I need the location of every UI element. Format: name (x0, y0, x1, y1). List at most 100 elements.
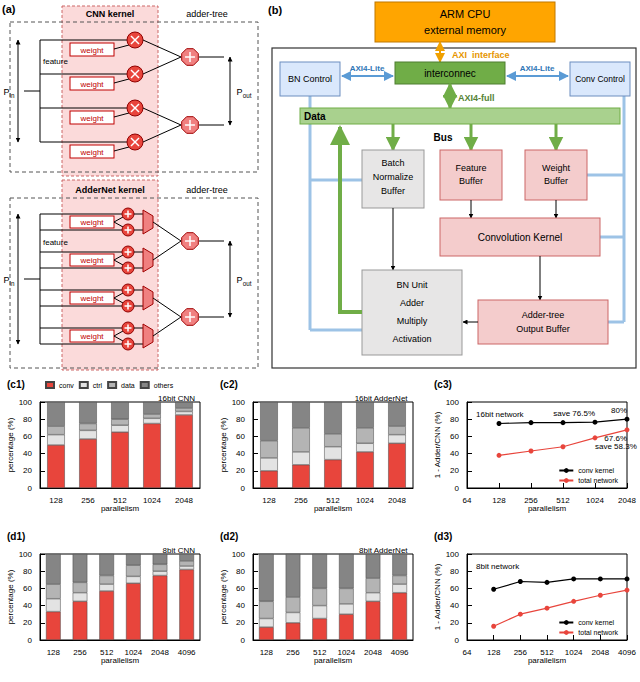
svg-text:0: 0 (241, 484, 246, 493)
svg-text:interconnec: interconnec (424, 68, 476, 79)
svg-text:Pin: Pin (4, 275, 15, 287)
svg-text:feature: feature (43, 57, 68, 66)
svg-text:Normalize: Normalize (373, 172, 414, 182)
svg-text:100: 100 (232, 550, 246, 559)
svg-text:1024: 1024 (356, 496, 374, 505)
svg-text:Adder: Adder (400, 298, 424, 308)
svg-text:80: 80 (236, 567, 245, 576)
svg-text:conv: conv (59, 382, 74, 389)
svg-text:1024: 1024 (565, 648, 583, 657)
svg-text:20: 20 (23, 618, 32, 627)
svg-text:weight: weight (79, 80, 104, 89)
svg-text:total network: total network (578, 629, 618, 636)
svg-text:4096: 4096 (618, 648, 636, 657)
svg-text:64: 64 (463, 496, 472, 505)
svg-text:20: 20 (450, 618, 459, 627)
svg-text:Bus: Bus (434, 132, 453, 143)
svg-text:1024: 1024 (586, 496, 604, 505)
svg-text:Pin: Pin (4, 87, 15, 99)
svg-text:1024: 1024 (337, 648, 355, 657)
svg-text:40: 40 (450, 449, 459, 458)
svg-text:Adder-tree: Adder-tree (522, 310, 565, 320)
svg-text:(c3): (c3) (434, 379, 452, 390)
svg-text:Conv Control: Conv Control (575, 74, 625, 84)
svg-text:20: 20 (236, 466, 245, 475)
svg-text:(b): (b) (268, 4, 282, 16)
svg-text:weight: weight (79, 332, 104, 341)
svg-text:(c2): (c2) (220, 379, 238, 390)
svg-text:Pout: Pout (237, 275, 252, 287)
svg-text:AXI4-Lite: AXI4-Lite (520, 64, 555, 73)
svg-text:40: 40 (23, 601, 32, 610)
svg-text:BN Unit: BN Unit (396, 280, 428, 290)
svg-text:0: 0 (28, 484, 33, 493)
svg-text:2048: 2048 (364, 648, 382, 657)
svg-text:128: 128 (47, 648, 61, 657)
svg-text:100: 100 (232, 398, 246, 407)
svg-text:256: 256 (294, 496, 308, 505)
svg-text:256: 256 (514, 648, 528, 657)
svg-text:16bit network: 16bit network (476, 410, 525, 419)
svg-text:60: 60 (236, 432, 245, 441)
svg-text:512: 512 (540, 648, 554, 657)
svg-text:Output Buffer: Output Buffer (516, 324, 569, 334)
svg-text:adder-tree: adder-tree (186, 185, 228, 195)
svg-text:128: 128 (487, 648, 501, 657)
svg-text:20: 20 (236, 618, 245, 627)
svg-text:CNN kernel: CNN kernel (86, 9, 135, 19)
svg-text:Convolution Kernel: Convolution Kernel (478, 232, 563, 243)
svg-text:40: 40 (236, 449, 245, 458)
svg-text:60: 60 (23, 584, 32, 593)
svg-text:weight: weight (79, 46, 104, 55)
svg-text:60: 60 (450, 432, 459, 441)
svg-text:weight: weight (79, 294, 104, 303)
svg-text:1 - Adder/CNN (%): 1 - Adder/CNN (%) (433, 563, 442, 630)
svg-text:67.6%: 67.6% (604, 434, 627, 443)
svg-text:adder-tree: adder-tree (186, 9, 228, 19)
svg-text:512: 512 (556, 496, 570, 505)
svg-text:parallelism: parallelism (528, 504, 567, 513)
svg-text:percentage (%): percentage (%) (6, 569, 15, 624)
svg-text:256: 256 (81, 496, 95, 505)
svg-text:0: 0 (241, 636, 246, 645)
svg-text:1 - Adder/CNN (%): 1 - Adder/CNN (%) (433, 411, 442, 478)
svg-text:128: 128 (49, 496, 63, 505)
svg-text:256: 256 (286, 648, 300, 657)
svg-text:save 76.5%: save 76.5% (553, 409, 595, 418)
svg-text:128: 128 (260, 648, 274, 657)
svg-text:interface: interface (472, 50, 510, 60)
svg-text:percentage (%): percentage (%) (219, 417, 228, 472)
svg-text:256: 256 (73, 648, 87, 657)
svg-text:parallelism: parallelism (314, 504, 353, 513)
svg-text:256: 256 (524, 496, 538, 505)
svg-text:512: 512 (313, 648, 327, 657)
svg-text:parallelism: parallelism (101, 656, 140, 665)
svg-text:512: 512 (100, 648, 114, 657)
svg-text:feature: feature (43, 238, 68, 247)
svg-text:data: data (121, 382, 135, 389)
svg-text:4096: 4096 (391, 648, 409, 657)
svg-text:(c1): (c1) (7, 379, 25, 390)
svg-text:parallelism: parallelism (101, 504, 140, 513)
svg-text:60: 60 (236, 584, 245, 593)
svg-text:80: 80 (23, 567, 32, 576)
svg-text:1024: 1024 (143, 496, 161, 505)
svg-text:AXI: AXI (452, 50, 467, 60)
svg-text:4096: 4096 (178, 648, 196, 657)
svg-text:2048: 2048 (151, 648, 169, 657)
svg-text:8bit CNN: 8bit CNN (163, 546, 196, 555)
svg-text:16bit AdderNet: 16bit AdderNet (355, 394, 409, 403)
svg-text:0: 0 (28, 636, 33, 645)
svg-text:20: 20 (450, 466, 459, 475)
svg-text:parallelism: parallelism (528, 656, 567, 665)
svg-text:40: 40 (450, 601, 459, 610)
svg-text:2048: 2048 (175, 496, 193, 505)
svg-text:Activation: Activation (392, 334, 431, 344)
svg-text:Weight: Weight (542, 163, 570, 173)
svg-text:external memory: external memory (424, 24, 506, 36)
svg-text:80: 80 (450, 567, 459, 576)
svg-text:Feature: Feature (455, 163, 486, 173)
svg-text:40: 40 (23, 449, 32, 458)
svg-text:(d3): (d3) (434, 531, 452, 542)
svg-text:2048: 2048 (388, 496, 406, 505)
